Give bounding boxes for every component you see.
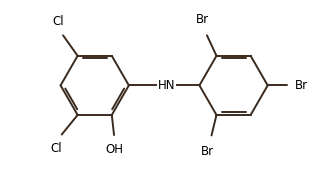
Text: Cl: Cl bbox=[51, 142, 62, 155]
Text: Cl: Cl bbox=[52, 15, 64, 28]
Text: HN: HN bbox=[158, 79, 175, 92]
Text: Br: Br bbox=[201, 145, 214, 158]
Text: OH: OH bbox=[105, 143, 123, 156]
Text: Br: Br bbox=[295, 79, 308, 92]
Text: Br: Br bbox=[196, 13, 209, 26]
